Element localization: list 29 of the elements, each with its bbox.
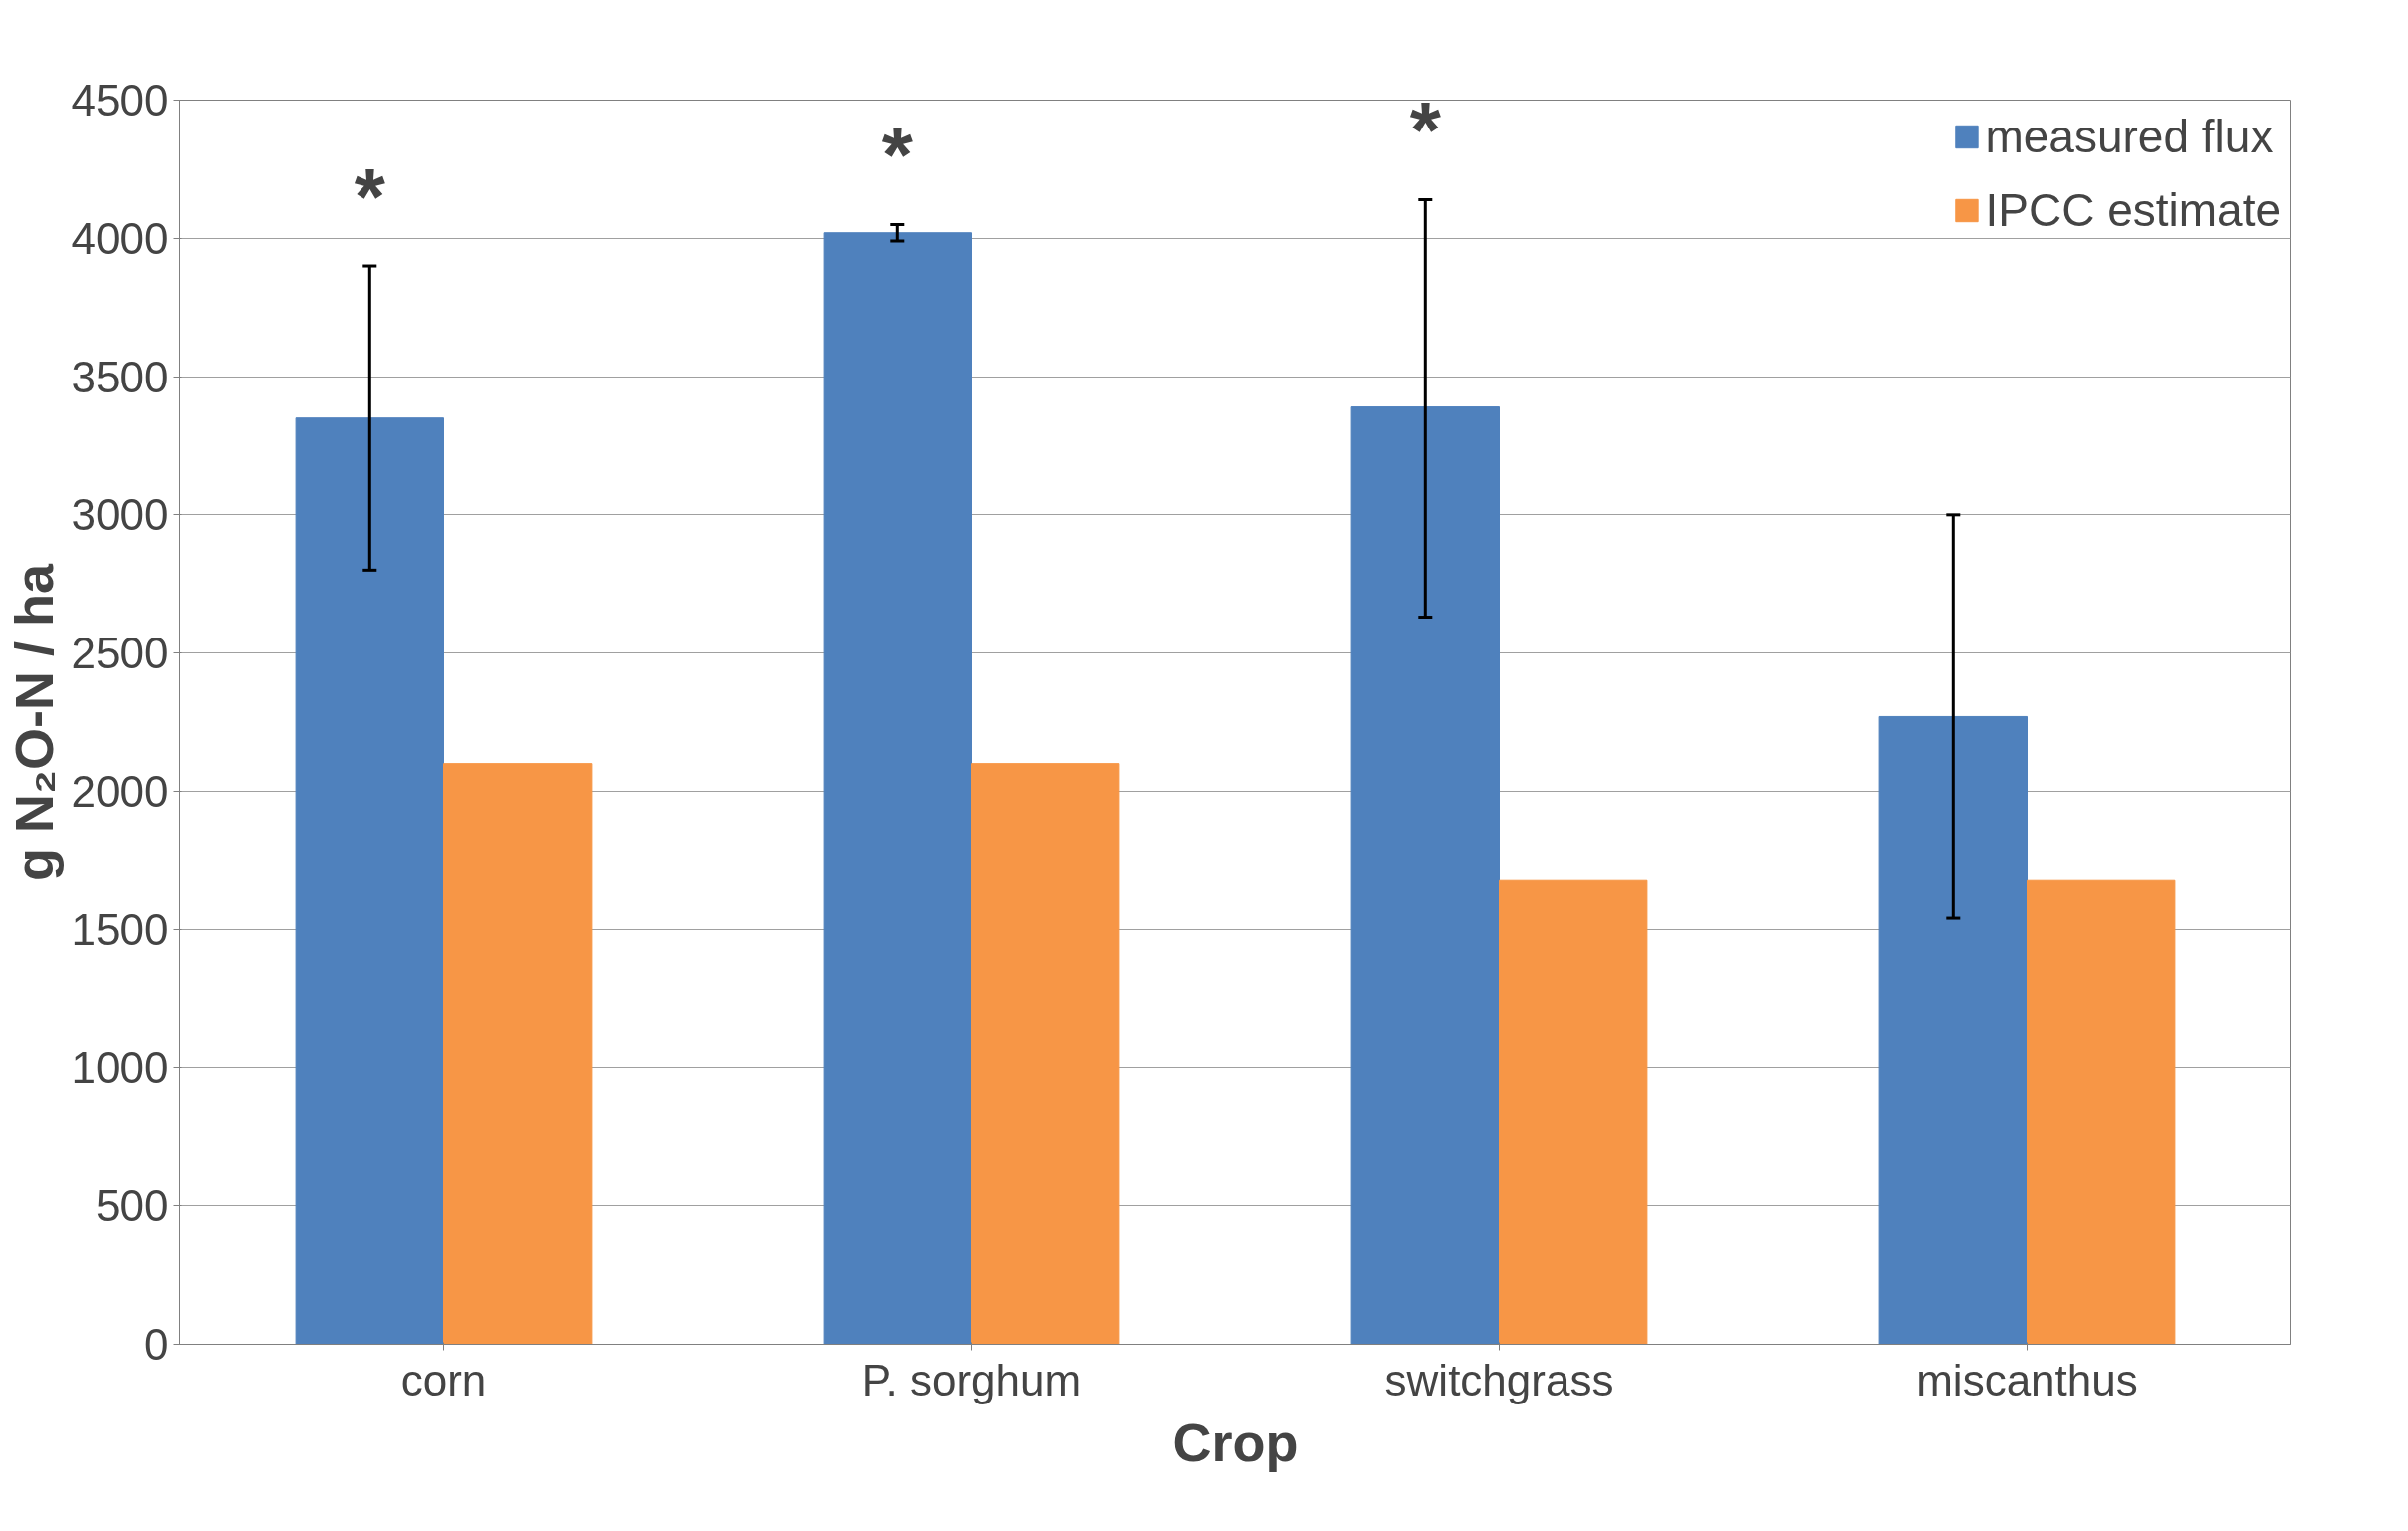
y-tick-label: 3500: [71, 352, 169, 401]
x-tick-label: miscanthus: [1916, 1355, 2138, 1404]
bar: [1350, 406, 1500, 1345]
bar: [1878, 715, 2028, 1345]
x-tick-label: switchgrass: [1384, 1355, 1614, 1404]
y-tick-label: 2000: [71, 766, 169, 816]
bar: [2027, 879, 2176, 1345]
bar: [443, 763, 593, 1345]
legend-label: IPCC estimate: [1985, 183, 2281, 237]
y-tick-label: 1500: [71, 904, 169, 954]
bar: [971, 763, 1120, 1345]
y-tick-label: 500: [96, 1181, 169, 1231]
x-tick-label: corn: [400, 1355, 487, 1404]
y-tick-label: 1000: [71, 1043, 169, 1093]
y-tick-label: 0: [144, 1320, 169, 1369]
bar: [295, 417, 444, 1345]
y-tick-label: 4500: [71, 76, 169, 125]
annotation: *: [354, 152, 386, 242]
y-tick-label: 3000: [71, 490, 169, 540]
legend-label: measured flux: [1985, 110, 2274, 163]
y-tick-label: 2500: [71, 629, 169, 678]
y-axis-title: g N₂O-N / ha: [3, 563, 64, 881]
annotation: *: [881, 111, 914, 200]
x-tick-label: P. sorghum: [861, 1355, 1082, 1404]
y-tick-label: 4000: [71, 213, 169, 263]
bar: [1499, 879, 1648, 1345]
x-axis-title: Crop: [1172, 1411, 1299, 1472]
annotation: *: [1409, 86, 1442, 175]
bar: [823, 232, 972, 1345]
